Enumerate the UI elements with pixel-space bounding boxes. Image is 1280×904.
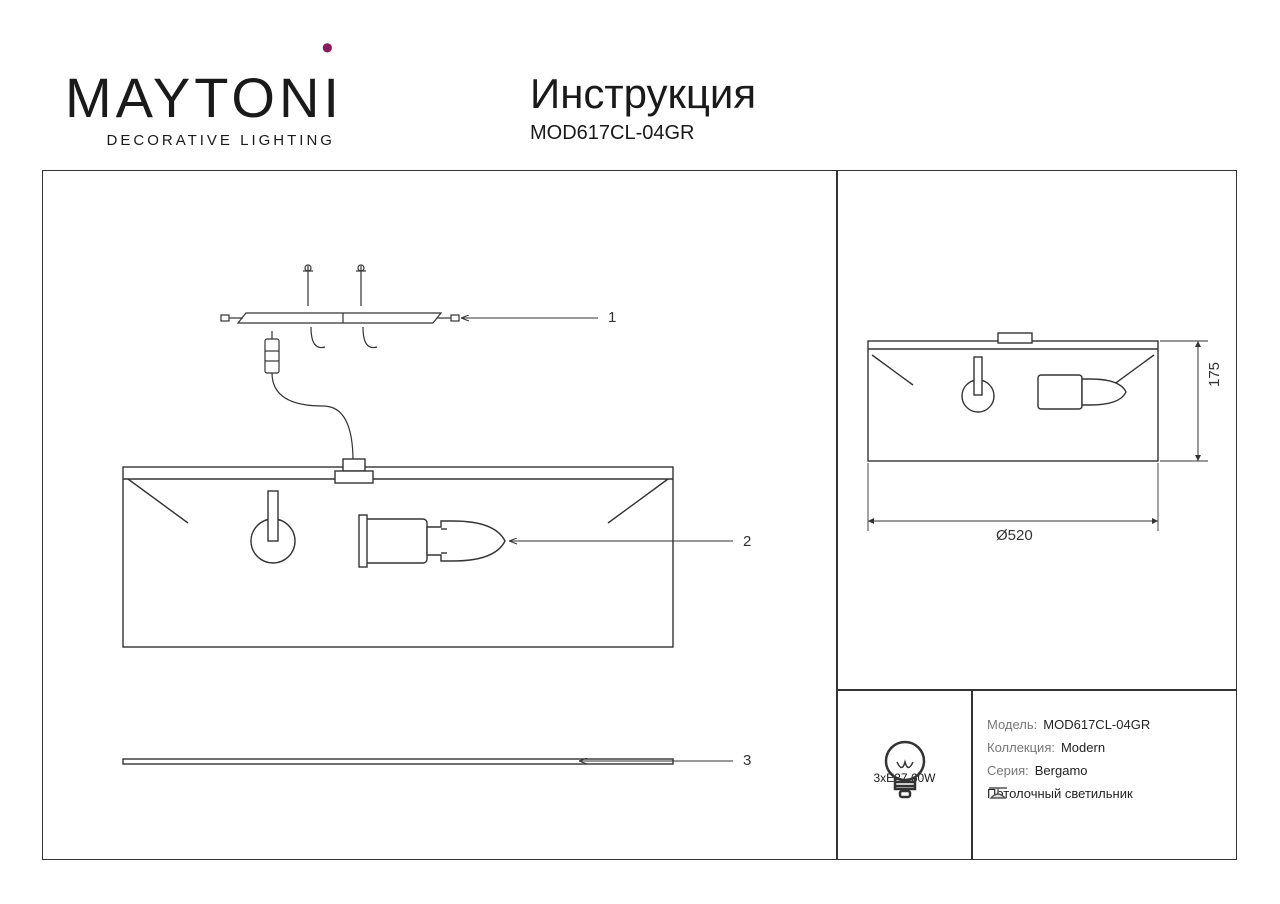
callout-3: 3	[743, 752, 751, 769]
title-block: Инструкция MOD617CL-04GR	[530, 70, 756, 145]
dim-height: 175	[1206, 362, 1223, 387]
bulb-spec-frame: 3xE27 60W	[837, 690, 972, 860]
callout-2: 2	[743, 533, 751, 550]
callout-1: 1	[608, 309, 616, 326]
dimension-diagram	[838, 171, 1238, 691]
info-frame: Модель: MOD617CL-04GR Коллекция: Modern …	[972, 690, 1237, 860]
info-model-value: MOD617CL-04GR	[1043, 717, 1150, 732]
brand-tagline: DECORATIVE LIGHTING	[65, 132, 343, 149]
info-collection-label: Коллекция:	[987, 740, 1055, 755]
assembly-diagram	[43, 171, 838, 861]
assembly-diagram-frame: 1 2 3	[42, 170, 837, 860]
doc-title: Инструкция	[530, 70, 756, 118]
bulb-icon	[880, 735, 930, 815]
header: MAYTONI• DECORATIVE LIGHTING Инструкция …	[0, 40, 1280, 150]
info-series-label: Серия:	[987, 763, 1029, 778]
ceiling-lamp-icon	[987, 785, 1009, 803]
info-series-value: Bergamo	[1035, 763, 1088, 778]
doc-model: MOD617CL-04GR	[530, 122, 756, 145]
dimension-diagram-frame: Ø520 175	[837, 170, 1237, 690]
info-type-row: Потолочный светильник	[987, 786, 1222, 801]
info-series-row: Серия: Bergamo	[987, 763, 1222, 778]
dim-diameter: Ø520	[996, 527, 1033, 544]
info-model-row: Модель: MOD617CL-04GR	[987, 717, 1222, 732]
info-model-label: Модель:	[987, 717, 1037, 732]
info-collection-row: Коллекция: Modern	[987, 740, 1222, 755]
brand-logo: MAYTONI• DECORATIVE LIGHTING	[65, 65, 343, 149]
info-collection-value: Modern	[1061, 740, 1105, 755]
brand-name: MAYTONI•	[65, 65, 343, 130]
